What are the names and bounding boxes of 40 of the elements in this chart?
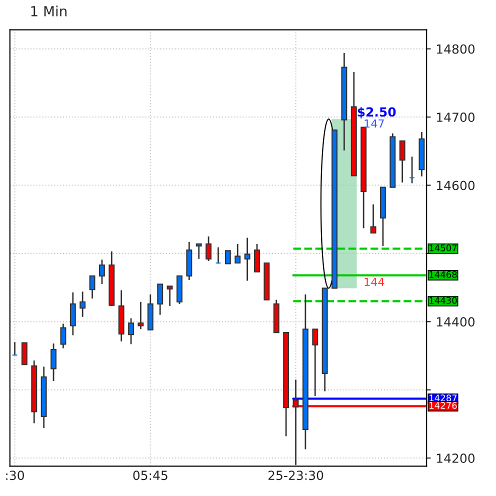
candlestick [312, 328, 318, 397]
x-tick-label: 05:45 [133, 470, 168, 480]
candlestick [60, 323, 66, 349]
candlestick [70, 292, 76, 336]
candlestick [206, 236, 212, 262]
ref-line-label: 14430 [430, 296, 457, 304]
candlestick [292, 378, 299, 466]
ref-line-label: 14468 [430, 271, 457, 278]
candlestick [215, 246, 222, 264]
annotation: 144 [364, 278, 384, 286]
ref-line-label: 14276 [430, 402, 457, 409]
y-tick-label: 14400 [436, 317, 475, 327]
candlestick [224, 250, 231, 264]
candlestick [50, 342, 56, 382]
y-tick-label: 14700 [436, 112, 475, 122]
candlestick [234, 243, 241, 264]
annotation: 147 [364, 119, 384, 128]
candlestick [98, 258, 105, 285]
chart-title: 1 Min [31, 6, 66, 16]
candlestick [138, 301, 144, 330]
y-tick-label: 14600 [436, 180, 475, 190]
x-tick-label: :30 [6, 470, 24, 480]
candlestick [196, 243, 202, 260]
candlestick [128, 318, 134, 345]
annotation: $2.50 [358, 107, 396, 118]
y-tick-label: 14200 [436, 454, 475, 463]
candlestick [244, 237, 250, 282]
candlestick [166, 285, 173, 307]
x-tick-label: 25-23:30 [268, 470, 324, 480]
candlestick [21, 342, 28, 366]
candlestick [370, 204, 376, 234]
ref-line-label: 14507 [430, 244, 457, 252]
candlestick [89, 275, 96, 300]
candlestick [409, 156, 416, 184]
candlestick [157, 283, 164, 316]
candlestick [254, 243, 260, 273]
candlestick [399, 140, 406, 184]
y-tick-label: 14800 [436, 44, 475, 54]
candlestick [80, 290, 86, 318]
candlestick [12, 341, 18, 356]
